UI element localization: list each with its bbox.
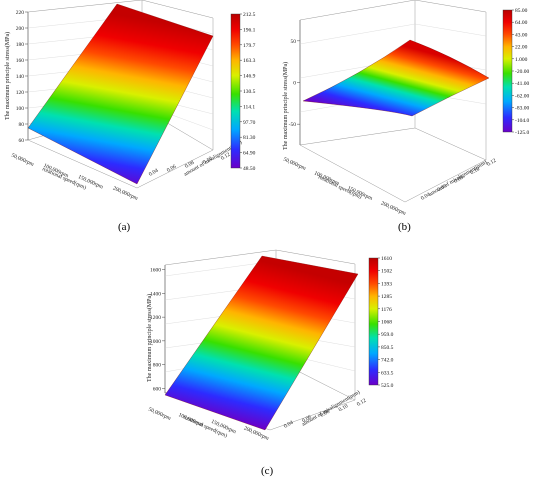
panel-a-colorbar-ticks: 212.5 196.1 179.7 163.3 146.9 130.5 114.1 97.70… (240, 12, 256, 172)
panel-b-colorbar-ticks: 85.00 64.00 43.00 22.00 1.000 -20.00 -41.00 -62… (512, 8, 529, 136)
panel-a-colorbar-tick-label: 81.30 (243, 135, 256, 141)
panel-c-z-tick-label: 1200 (150, 315, 161, 321)
panel-b-y-tick-label: 0.10 (470, 166, 482, 176)
panel-b-colorbar-tick-label: -125.0 (515, 130, 529, 136)
panel-a-colorbar-tick-label: 196.1 (243, 27, 256, 33)
panel-a-z-tick-label: 220 (16, 10, 25, 16)
panel-c-surface (164, 255, 359, 431)
panel-b-colorbar-tick-label: 22.00 (515, 45, 528, 51)
panel-a-y-tick-label: 0.10 (202, 156, 214, 166)
panel-a-z-tick-label: 60 (19, 138, 25, 144)
panel-a-colorbar-tick-label: 212.5 (243, 12, 256, 18)
panel-a-colorbar (230, 13, 241, 169)
panel-c-colorbar-tick-label: 633.5 (381, 370, 394, 376)
panel-b-z-label: The maximum principle stress(MPa) (282, 62, 289, 150)
panel-c-colorbar-tick-label: 1393 (381, 281, 392, 287)
panel-c-z-tick-label: 1000 (150, 339, 161, 345)
panel-c-z-ticks: 600 800 1000 1200 1400 1600 (150, 268, 165, 392)
panel-a-colorbar-tick-label: 114.1 (243, 104, 255, 110)
panel-c-y-tick-label: 0.12 (356, 398, 368, 408)
panel-b-z-tick-label: 0 (293, 81, 296, 87)
panel-a-z-tick-label: 200 (16, 26, 25, 32)
panel-c-y-tick-label: 0.10 (338, 403, 350, 413)
panel-c-z-tick-label: 1400 (150, 291, 161, 297)
panel-c-y-ticks: 0.04 0.06 0.08 0.10 0.12 (283, 398, 368, 430)
panel-a-surface (27, 3, 214, 185)
panel-b-colorbar-tick-label: -20.00 (515, 69, 529, 75)
panel-a-y-ticks: 0.04 0.06 0.08 0.10 0.12 (148, 152, 232, 178)
panel-a-colorbar-tick-label: 163.3 (243, 58, 256, 64)
panel-b-y-tick-label: 0.04 (420, 192, 432, 202)
panel-b-colorbar-tick-label: 1.000 (515, 57, 528, 63)
panel-b-y-tick-label: 0.12 (486, 158, 498, 168)
panel-c-z-tick-label: 1600 (150, 268, 161, 274)
panel-c-colorbar (368, 257, 379, 386)
panel-a: 60 80 100 120 140 160 180 200 220 The maximum pr… (4, 0, 256, 233)
panel-a-colorbar-tick-label: 146.9 (243, 74, 256, 80)
panel-a-z-tick-label: 180 (16, 42, 25, 48)
panel-c: 600 800 1000 1200 1400 1600 The maximum princ… (146, 249, 394, 477)
panel-a-y-tick-label: 0.08 (184, 160, 196, 170)
panel-b-label: (b) (398, 221, 411, 233)
panel-a-colorbar-tick-label: 179.7 (243, 43, 256, 49)
panel-b-colorbar-tick-label: 85.00 (515, 8, 528, 14)
panel-a-z-tick-label: 140 (16, 74, 25, 80)
panel-a-y-tick-label: 0.12 (220, 152, 232, 162)
panel-b-colorbar-tick-label: -41.00 (515, 81, 529, 87)
panel-b-colorbar (502, 9, 513, 133)
panel-a-colorbar-tick-label: 48.50 (243, 166, 256, 172)
panel-a-y-tick-label: 0.06 (166, 164, 178, 174)
panel-c-x-tick-label: 50,000rpm (147, 407, 172, 423)
panel-b-colorbar-tick-label: -104.0 (515, 118, 529, 124)
panel-b-x-tick-label: 200,000rpm (380, 200, 408, 217)
panel-c-colorbar-tick-label: 1285 (381, 294, 392, 300)
panel-c-y-label: amount of misalignment(mm) (301, 389, 362, 428)
panel-c-colorbar-tick-label: 525.0 (381, 383, 394, 389)
panel-b-colorbar-tick-label: 64.00 (515, 20, 528, 26)
panel-b-y-tick-label: 0.06 (437, 183, 449, 193)
panel-a-x-tick-label: 50,000rpm (10, 153, 35, 169)
panel-a-y-tick-label: 0.04 (148, 168, 160, 178)
panel-c-y-tick-label: 0.04 (283, 420, 295, 430)
panel-a-x-tick-label: 200,000rpm (112, 185, 140, 202)
panel-b-y-ticks: 0.04 0.06 0.08 0.10 0.12 (420, 158, 498, 202)
panel-a-z-ticks: 60 80 100 120 140 160 180 200 220 (16, 10, 28, 144)
panel-c-y-tick-label: 0.08 (320, 409, 332, 419)
panel-c-colorbar-tick-label: 850.5 (381, 345, 394, 351)
panel-a-colorbar-tick-label: 130.5 (243, 89, 256, 95)
panel-b-y-label: amount of misalignment(mm) (428, 159, 489, 198)
panel-a-z-tick-label: 160 (16, 58, 25, 64)
panel-c-z-tick-label: 600 (153, 386, 162, 392)
panel-c-colorbar-tick-label: 742.0 (381, 358, 394, 364)
panel-a-z-tick-label: 100 (16, 106, 25, 112)
panel-b: -50 0 50 The maximum principle stress(MPa)… (282, 0, 529, 233)
panel-c-colorbar-tick-label: 1502 (381, 269, 392, 275)
panel-b-y-tick-label: 0.08 (453, 175, 465, 185)
panel-c-colorbar-tick-label: 1176 (381, 307, 392, 313)
panel-c-colorbar-tick-label: 959.0 (381, 332, 394, 338)
panel-b-surface (302, 39, 490, 117)
panel-b-z-tick-label: 50 (291, 39, 297, 45)
panel-c-z-label: The maximum principle stress(MPa) (146, 294, 153, 382)
panel-c-colorbar-tick-label: 1610 (381, 256, 392, 262)
panel-a-z-tick-label: 80 (19, 122, 25, 128)
panel-a-z-tick-label: 120 (16, 90, 25, 96)
panel-b-z-tick-label: -50 (289, 122, 297, 128)
panel-b-colorbar-tick-label: -62.00 (515, 93, 529, 99)
panel-a-label: (a) (118, 221, 131, 233)
panel-b-x-tick-label: 50,000rpm (282, 157, 307, 173)
panel-c-y-tick-label: 0.06 (301, 414, 313, 424)
panel-b-colorbar-tick-label: 43.00 (515, 32, 528, 38)
panel-a-z-label: The maximum principle stress(MPa) (4, 32, 11, 120)
panel-c-z-tick-label: 800 (153, 363, 162, 369)
panel-c-colorbar-ticks: 1610 1502 1393 1285 1176 1068 959.0 850.5 742.0 6… (378, 256, 394, 389)
panel-c-label: (c) (261, 465, 274, 477)
panel-b-colorbar-tick-label: -83.00 (515, 106, 529, 112)
panel-a-colorbar-tick-label: 64.90 (243, 151, 256, 157)
panel-c-colorbar-tick-label: 1068 (381, 320, 392, 326)
panel-b-z-ticks: -50 0 50 (289, 39, 300, 128)
panel-a-colorbar-tick-label: 97.70 (243, 120, 256, 126)
panel-b-x-label: rotational speed(rpm) (317, 174, 363, 201)
